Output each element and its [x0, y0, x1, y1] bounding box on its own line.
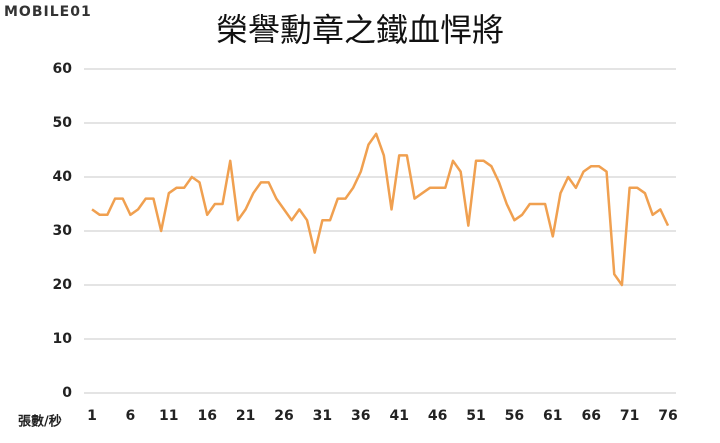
y-tick-label: 60 — [53, 61, 73, 77]
x-tick-label: 51 — [466, 408, 485, 424]
logo: MOBILE01 — [4, 4, 92, 20]
x-tick-label: 16 — [197, 408, 216, 424]
x-tick-label: 66 — [581, 408, 600, 424]
x-tick-label: 1 — [87, 408, 97, 424]
x-tick-label: 46 — [428, 408, 447, 424]
x-tick-label: 71 — [620, 408, 639, 424]
y-tick-label: 10 — [53, 331, 73, 347]
x-tick-label: 36 — [351, 408, 370, 424]
y-tick-label: 50 — [53, 115, 73, 131]
x-tick-label: 21 — [236, 408, 255, 424]
x-tick-label: 11 — [159, 408, 178, 424]
y-tick-label: 0 — [62, 385, 72, 401]
x-tick-label: 31 — [313, 408, 332, 424]
x-tick-label: 41 — [389, 408, 408, 424]
x-tick-label: 26 — [274, 408, 293, 424]
x-tick-label: 76 — [658, 408, 677, 424]
x-tick-label: 61 — [543, 408, 562, 424]
x-tick-label: 6 — [126, 408, 136, 424]
chart-title: 榮譽勳章之鐵血悍將 — [216, 11, 504, 49]
x-tick-label: 56 — [505, 408, 524, 424]
data-line — [91, 132, 670, 287]
y-tick-label: 20 — [53, 277, 73, 293]
x-axis-label: 張數/秒 — [18, 414, 62, 430]
y-tick-label: 30 — [53, 223, 73, 239]
y-tick-label: 40 — [53, 169, 73, 185]
